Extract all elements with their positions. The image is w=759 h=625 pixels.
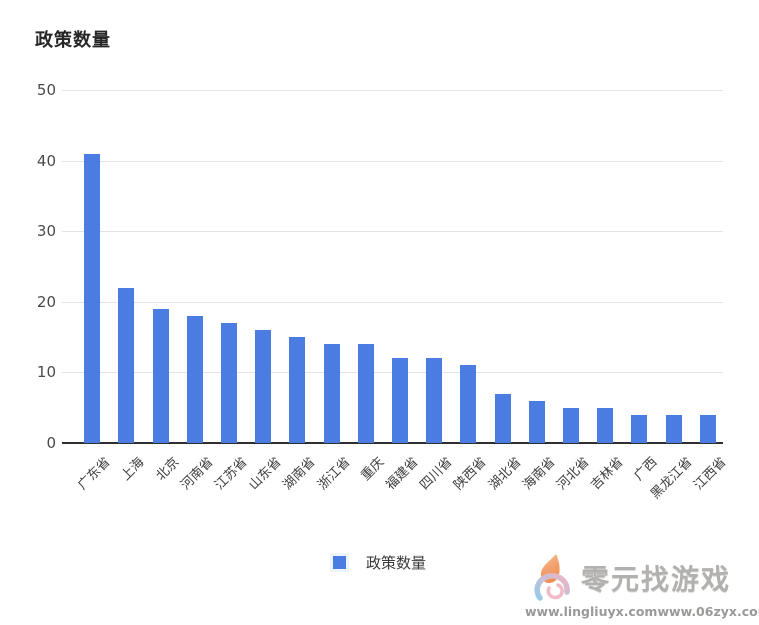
bar-湖南省 [289,337,306,443]
watermark-url-left: www.lingliuyx.com [525,604,658,619]
bar-重庆 [357,344,374,443]
x-axis-line [62,442,723,444]
gridline [62,231,723,233]
y-tick-label: 50 [36,81,56,99]
watermark: 零元找游戏 www.lingliuyx.com www.06zyx.com [523,553,759,619]
y-tick-label: 0 [46,434,56,452]
legend-item-label[interactable]: 政策数量 [365,554,426,572]
watermark-brand-text: 零元找游戏 [581,563,732,596]
bar-福建省 [392,358,408,443]
bar-陕西省 [460,365,477,443]
bar-四川省 [426,358,443,443]
gridline [62,301,723,303]
bar-广东省 [84,153,101,443]
y-tick-label: 30 [36,222,56,241]
bar-北京 [152,308,169,443]
watermark-urls: www.lingliuyx.com www.06zyx.com [523,604,759,619]
y-tick-label: 10 [36,363,56,382]
legend: 政策数量 [0,552,759,573]
bar-江西省 [699,414,716,443]
y-tick-label: 20 [36,292,56,311]
y-tick-label: 40 [36,151,56,170]
bar-浙江省 [323,344,340,443]
gridline [62,90,723,91]
chart-title: 政策数量 [35,30,111,51]
bar-海南省 [528,400,545,443]
bar-山东省 [255,330,272,443]
bar-上海 [118,287,135,443]
bar-湖北省 [494,393,511,443]
gridline [62,160,723,162]
bar-广西 [631,414,648,443]
bar-黑龙江省 [665,414,682,443]
legend-swatch-icon[interactable] [332,556,346,569]
bar-吉林省 [597,407,614,443]
watermark-logo-row: 零元找游戏 [523,553,755,603]
watermark-url-right: www.06zyx.com [657,604,759,619]
bar-江苏省 [220,322,237,443]
bar-河南省 [186,315,203,443]
flame-spiral-icon [534,554,570,601]
bar-河北省 [563,407,580,443]
